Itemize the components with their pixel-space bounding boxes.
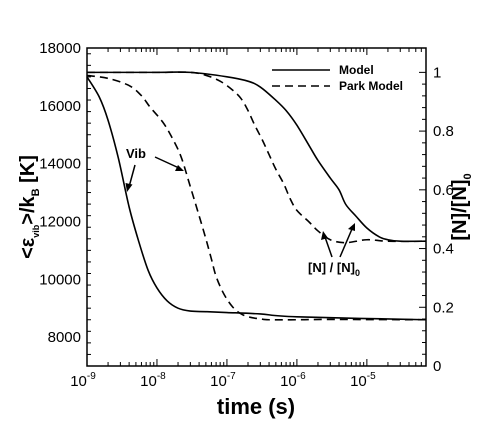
series-line-model-vib [86,76,427,321]
y-left-tick-label: 18000 [39,40,81,57]
y-left-tick-label: 10000 [39,271,81,288]
y-left-title-part-unit: [K] [17,155,39,188]
y-left-tick-label: 12000 [39,213,81,230]
annotation-n-ratio-arrow-right [339,228,353,258]
y-right-title-sub: 0 [462,173,474,179]
y-left-tick-label: 16000 [39,98,81,115]
annotation-n-ratio-arrowhead-left [321,231,328,240]
y-right-tick-label: 0.2 [433,299,454,316]
y-axis-title-left: <εvib>/kB [K] [17,155,42,259]
y-right-tick-label: 0.4 [433,241,454,258]
annotation-vib-label: Vib [126,146,146,161]
annotation-vib-arrow-left [128,164,136,188]
annotation-n-ratio-main: [N] / [N] [308,260,355,275]
x-tick-label-base: 10 [70,373,87,390]
y-right-tick-label: 0.8 [433,123,454,140]
axis-ticks: 10-9 10-8 10-7 10-6 10-580001000012000140001… [39,40,454,390]
annotation-n-ratio-arrowhead-right [348,223,355,231]
y-left-title-part-sub2: B [30,188,42,196]
x-tick-label: 10-5 [350,371,376,390]
y-left-title-part-sub: vib [31,224,41,238]
annotation-vib-arrowhead-right [175,165,184,171]
annotation-vib-arrowhead-left [125,183,133,192]
annotation-vib-arrow-right [154,156,180,169]
x-tick-label-exponent: -9 [87,371,96,382]
x-tick-label: 10-6 [280,371,306,390]
annotation-n-ratio-subscript: 0 [355,268,360,278]
x-tick-label: 10-7 [210,371,236,390]
x-tick-label-base: 10 [140,373,157,390]
series-line-park-model-n-ratio [87,71,427,244]
y-left-tick-label: 8000 [48,329,81,346]
plot-frame [86,47,427,367]
y-left-title-part-mid: >/k [17,195,39,224]
y-right-tick-label: 1 [433,64,441,81]
legend: Model Park Model [272,63,403,93]
series-line-park-model-vib [86,74,427,321]
annotation-vib: Vib [125,146,184,192]
y-right-tick-label: 0 [433,358,441,375]
x-tick-label: 10-8 [140,371,166,390]
x-tick-label-base: 10 [210,373,227,390]
x-tick-label-exponent: -6 [297,371,306,382]
x-tick-label-base: 10 [280,373,297,390]
legend-label-park-model: Park Model [339,79,403,93]
annotation-n-ratio: [N] / [N]0 [308,223,360,278]
y-right-tick-label: 0.6 [433,182,454,199]
series-group [86,71,427,321]
y-left-tick-label: 14000 [39,156,81,173]
x-tick-label-exponent: -5 [367,371,376,382]
x-tick-label-exponent: -8 [157,371,166,382]
legend-label-model: Model [339,63,374,77]
annotation-n-ratio-arrow-left [324,236,333,258]
annotation-n-ratio-label: [N] / [N]0 [308,260,360,278]
x-tick-label: 10-9 [70,371,96,390]
x-tick-label-base: 10 [350,373,367,390]
x-axis-title: time (s) [217,394,295,419]
y-right-title-main: [N]/[N] [449,180,471,241]
y-left-title-part-main: <ε [17,237,39,259]
series-line-model-n-ratio [87,71,427,243]
x-tick-label-exponent: -7 [227,371,236,382]
y-axis-title-right: [N]/[N]0 [449,173,474,240]
